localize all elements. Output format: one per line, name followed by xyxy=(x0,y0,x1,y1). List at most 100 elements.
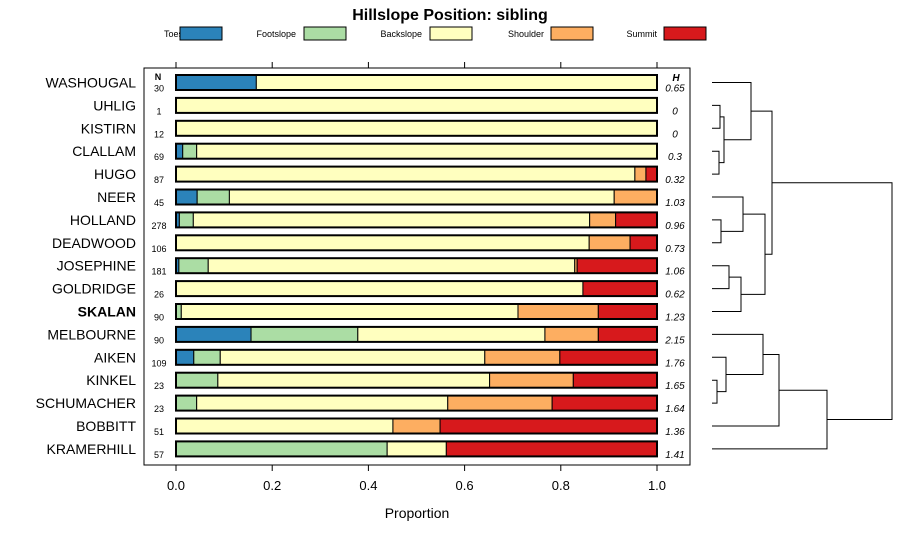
bar-outline xyxy=(175,74,658,91)
bar-segment-footslope xyxy=(182,143,198,160)
bar-segment-backslope xyxy=(217,372,491,389)
dendrogram-link xyxy=(712,276,742,312)
dendrogram-link xyxy=(772,182,893,421)
x-axis-label: Proportion xyxy=(385,505,450,521)
bar-segment-shoulder xyxy=(544,326,599,343)
y-label-kinkel: KINKEL xyxy=(86,372,136,388)
h-value-label: 0.65 xyxy=(665,84,685,95)
bar-outline xyxy=(175,417,658,435)
h-value-label: 0.96 xyxy=(665,221,685,232)
bar-segment-shoulder xyxy=(392,418,441,434)
bar-outline xyxy=(175,234,658,252)
y-label-holland: HOLLAND xyxy=(70,212,136,228)
y-label-skalan: SKALAN xyxy=(78,304,136,320)
bar-segment-shoulder xyxy=(588,234,631,251)
bar-segment-toeslope xyxy=(175,189,198,205)
bar-segment-footslope xyxy=(178,257,209,274)
plot-frame xyxy=(143,67,691,466)
bar-segment-footslope xyxy=(193,349,221,366)
y-label-bobbitt: BOBBITT xyxy=(76,418,136,434)
y-label-aiken: AIKEN xyxy=(94,349,136,365)
bar-segment-backslope xyxy=(180,303,519,320)
h-column-header: H xyxy=(672,73,680,84)
bar-segment-backslope xyxy=(196,395,449,412)
bar-outline xyxy=(175,280,658,298)
dendrogram-link xyxy=(712,104,721,129)
y-label-hugo: HUGO xyxy=(94,166,136,182)
bar-segment-backslope xyxy=(175,97,658,114)
y-label-uhlig: UHLIG xyxy=(93,97,136,113)
legend-swatch-footslope xyxy=(303,26,347,41)
bar-segment-backslope xyxy=(175,120,658,137)
dendrogram-link xyxy=(712,196,744,232)
bar-segment-backslope xyxy=(175,166,636,183)
dendrogram-link xyxy=(712,356,727,393)
bar-segment-shoulder xyxy=(634,166,647,183)
h-value-label: 1.41 xyxy=(665,450,684,461)
bar-outline xyxy=(175,348,658,366)
n-count-label: 109 xyxy=(151,358,166,368)
bar-row-bobbitt xyxy=(175,417,658,435)
h-value-label: 2.15 xyxy=(664,335,685,346)
bar-segment-shoulder xyxy=(613,189,658,205)
bar-row-schumacher xyxy=(175,394,658,412)
n-column-header: N xyxy=(155,72,162,82)
bar-segment-backslope xyxy=(219,349,486,366)
bar-segment-summit xyxy=(582,280,658,297)
n-count-labels: 30 1 12 69 87 45 278 106 181 26 90 90 109 23 23 51 57 xyxy=(151,84,166,460)
bar-row-josephine xyxy=(175,257,658,275)
legend: ToeslopeFootslopeBackslopeShoulderSummit xyxy=(164,26,707,41)
legend-swatch-toeslope xyxy=(179,26,223,41)
bar-row-kinkel xyxy=(175,371,658,389)
bar-row-aiken xyxy=(175,348,658,366)
bar-outline xyxy=(175,96,658,114)
bar-segment-footslope xyxy=(196,189,230,205)
bar-segment-backslope xyxy=(357,326,546,343)
y-label-kistirn: KISTIRN xyxy=(81,120,136,136)
bar-segment-footslope xyxy=(250,326,359,343)
n-count-label: 106 xyxy=(151,244,166,254)
bar-segment-shoulder xyxy=(517,303,599,320)
bar-segment-shoulder xyxy=(447,395,553,412)
x-tick-label: 1.0 xyxy=(648,478,666,493)
legend-label-shoulder: Shoulder xyxy=(508,29,544,39)
x-tick-label: 0.0 xyxy=(167,478,185,493)
bar-segment-backslope xyxy=(175,418,394,434)
h-value-label: 1.03 xyxy=(665,198,685,209)
y-label-clallam: CLALLAM xyxy=(72,143,136,159)
x-tick-label: 0.4 xyxy=(359,478,377,493)
n-count-label: 278 xyxy=(151,221,166,231)
legend-swatch-backslope xyxy=(429,26,473,41)
dendrogram-link xyxy=(712,82,752,141)
bar-outline xyxy=(175,440,658,458)
bar-row-uhlig xyxy=(175,96,658,114)
dendrogram-link xyxy=(712,379,718,404)
y-label-washougal: WASHOUGAL xyxy=(46,75,137,91)
legend-label-footslope: Footslope xyxy=(256,29,296,39)
h-value-label: 1.06 xyxy=(665,267,685,278)
bar-segment-summit xyxy=(439,418,658,434)
bar-segment-footslope xyxy=(178,211,194,228)
bar-segment-summit xyxy=(445,440,658,457)
bar-segment-backslope xyxy=(207,257,576,274)
dendrogram-link xyxy=(712,333,764,375)
bar-segment-shoulder xyxy=(489,372,574,389)
bar-row-skalan xyxy=(175,303,658,320)
h-value-label: 0.62 xyxy=(665,290,685,301)
bar-segment-summit xyxy=(559,349,658,366)
bar-row-hugo xyxy=(175,165,658,183)
h-value-label: 1.65 xyxy=(665,381,685,392)
bar-outline xyxy=(175,211,658,229)
n-count-label: 23 xyxy=(154,381,164,391)
h-value-label: 0.32 xyxy=(665,175,685,186)
bar-segment-summit xyxy=(597,326,658,343)
n-count-label: 57 xyxy=(154,450,164,460)
y-axis-labels: WASHOUGAL UHLIG KISTIRN CLALLAM HUGO NEER HOLL… xyxy=(36,75,137,457)
h-value-label: 1.23 xyxy=(665,313,685,324)
bar-outline xyxy=(175,394,658,412)
h-value-label: 0.73 xyxy=(665,244,685,255)
h-value-label: 0 xyxy=(672,106,678,117)
bar-segment-summit xyxy=(551,395,658,412)
dendrogram xyxy=(712,82,893,450)
